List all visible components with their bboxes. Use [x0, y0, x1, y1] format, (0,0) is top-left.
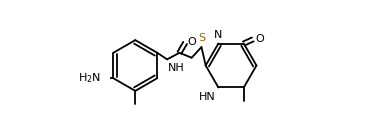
Text: H$_2$N: H$_2$N — [78, 71, 101, 85]
Text: O: O — [187, 37, 196, 47]
Text: S: S — [198, 34, 205, 43]
Text: NH: NH — [168, 63, 185, 73]
Text: HN: HN — [199, 92, 215, 102]
Text: N: N — [213, 30, 222, 40]
Text: O: O — [255, 34, 264, 44]
